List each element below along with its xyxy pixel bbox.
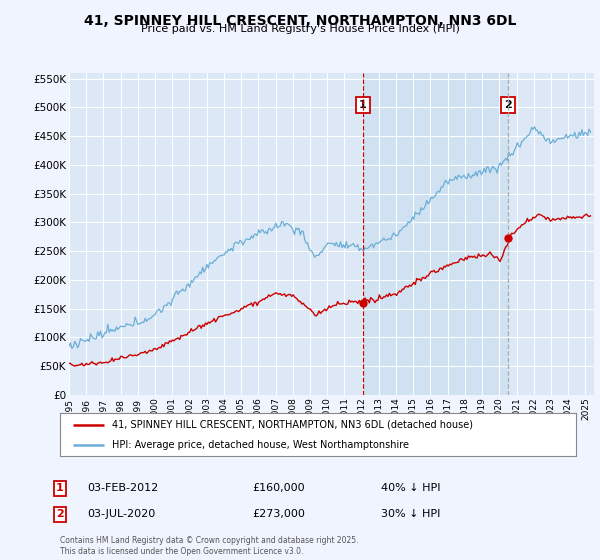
Text: 03-JUL-2020: 03-JUL-2020 [87,509,155,519]
Text: £273,000: £273,000 [252,509,305,519]
Text: 41, SPINNEY HILL CRESCENT, NORTHAMPTON, NN3 6DL (detached house): 41, SPINNEY HILL CRESCENT, NORTHAMPTON, … [112,419,473,430]
Text: Contains HM Land Registry data © Crown copyright and database right 2025.
This d: Contains HM Land Registry data © Crown c… [60,536,359,556]
Bar [363,73,508,395]
Text: 2: 2 [56,509,64,519]
Text: Price paid vs. HM Land Registry's House Price Index (HPI): Price paid vs. HM Land Registry's House … [140,24,460,34]
Text: 30% ↓ HPI: 30% ↓ HPI [381,509,440,519]
Text: 03-FEB-2012: 03-FEB-2012 [87,483,158,493]
Text: HPI: Average price, detached house, West Northamptonshire: HPI: Average price, detached house, West… [112,440,409,450]
Text: 1: 1 [56,483,64,493]
Text: 2: 2 [504,100,512,110]
Text: 1: 1 [359,100,367,110]
Text: 40% ↓ HPI: 40% ↓ HPI [381,483,440,493]
Text: £160,000: £160,000 [252,483,305,493]
Text: 41, SPINNEY HILL CRESCENT, NORTHAMPTON, NN3 6DL: 41, SPINNEY HILL CRESCENT, NORTHAMPTON, … [84,14,516,28]
